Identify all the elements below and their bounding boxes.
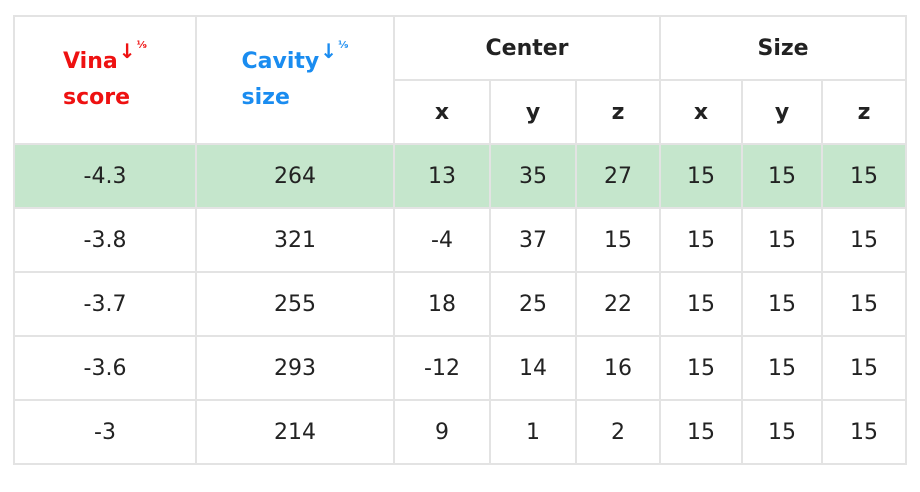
vina-score-header-line1: Vina — [63, 49, 118, 74]
vina-score-cell: -3.7 — [13, 271, 197, 337]
cavity-size-cell: 264 — [195, 143, 395, 209]
table-row[interactable]: -3.7 255 18 25 22 15 15 15 — [13, 271, 908, 337]
size-z-cell: 15 — [821, 399, 908, 465]
cavity-size-header-line2: size — [241, 85, 290, 110]
center-z-cell: 16 — [574, 335, 662, 401]
size-y-header: y — [741, 79, 824, 145]
center-z-cell: 15 — [574, 207, 662, 273]
table-row[interactable]: -3.8 321 -4 37 15 15 15 15 — [13, 207, 908, 273]
center-group-header: Center — [392, 15, 662, 81]
center-x-cell: 13 — [393, 143, 491, 209]
center-x-cell: 9 — [393, 399, 491, 465]
table-row[interactable]: -3 214 9 1 2 15 15 15 — [13, 399, 908, 465]
center-y-cell: 14 — [489, 335, 577, 401]
center-y-cell: 25 — [489, 271, 577, 337]
size-y-cell: 15 — [741, 335, 824, 401]
vina-score-cell: -3.8 — [13, 207, 197, 273]
size-x-cell: 15 — [659, 207, 744, 273]
cavity-size-cell: 321 — [195, 207, 395, 273]
size-x-cell: 15 — [659, 271, 744, 337]
table-row[interactable]: -3.6 293 -12 14 16 15 15 15 — [13, 335, 908, 401]
docking-results-table: Vina↓¹⁄₉ score Cavity↓¹⁄₉ size Center Si… — [13, 15, 908, 465]
center-y-header: y — [489, 79, 577, 145]
vina-score-header-line2: score — [63, 85, 131, 110]
sort-descending-icon[interactable]: ↓¹⁄₉ — [320, 39, 349, 63]
cavity-size-cell: 255 — [195, 271, 395, 337]
center-x-cell: -12 — [393, 335, 491, 401]
size-group-header: Size — [659, 15, 908, 81]
center-y-cell: 37 — [489, 207, 577, 273]
cavity-size-cell: 214 — [195, 399, 395, 465]
size-y-cell: 15 — [741, 143, 824, 209]
table-row[interactable]: -4.3 264 13 35 27 15 15 15 — [13, 143, 908, 209]
sort-descending-icon[interactable]: ↓¹⁄₉ — [118, 39, 147, 63]
center-z-header: z — [574, 79, 662, 145]
size-x-cell: 15 — [659, 143, 744, 209]
size-x-cell: 15 — [659, 335, 744, 401]
center-z-cell: 27 — [574, 143, 662, 209]
center-z-cell: 22 — [574, 271, 662, 337]
size-z-cell: 15 — [821, 207, 908, 273]
vina-score-header[interactable]: Vina↓¹⁄₉ score — [13, 15, 197, 145]
center-z-cell: 2 — [574, 399, 662, 465]
size-z-cell: 15 — [821, 143, 908, 209]
center-y-cell: 1 — [489, 399, 577, 465]
size-z-cell: 15 — [821, 271, 908, 337]
center-x-cell: 18 — [393, 271, 491, 337]
vina-score-cell: -3 — [13, 399, 197, 465]
size-z-header: z — [821, 79, 908, 145]
center-x-header: x — [393, 79, 491, 145]
size-y-cell: 15 — [741, 271, 824, 337]
size-x-header: x — [659, 79, 744, 145]
cavity-size-header-line1: Cavity — [241, 49, 320, 74]
center-y-cell: 35 — [489, 143, 577, 209]
vina-score-cell: -4.3 — [13, 143, 197, 209]
center-x-cell: -4 — [393, 207, 491, 273]
vina-score-cell: -3.6 — [13, 335, 197, 401]
size-y-cell: 15 — [741, 207, 824, 273]
size-z-cell: 15 — [821, 335, 908, 401]
cavity-size-header[interactable]: Cavity↓¹⁄₉ size — [195, 15, 395, 145]
size-y-cell: 15 — [741, 399, 824, 465]
size-x-cell: 15 — [659, 399, 744, 465]
cavity-size-cell: 293 — [195, 335, 395, 401]
